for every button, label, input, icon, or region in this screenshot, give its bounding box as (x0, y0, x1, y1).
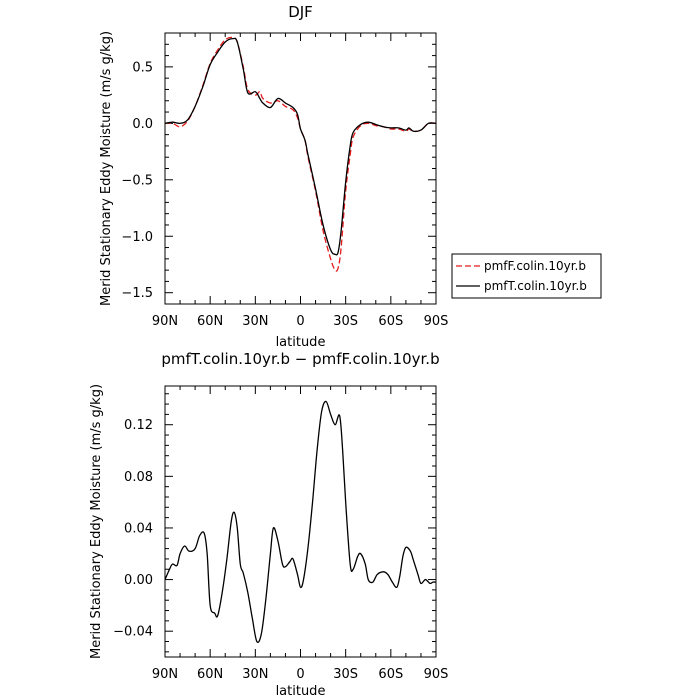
x-tick-label: 30N (242, 314, 268, 329)
x-tick-label: 90S (424, 314, 449, 329)
legend-box (451, 253, 602, 299)
y-tick-label: −1.0 (121, 230, 153, 245)
bottom-y-ticks: −0.04 0.00 0.04 0.08 0.12 (113, 393, 436, 653)
top-chart-title: DJF (288, 3, 313, 21)
series-line-difference (164, 400, 437, 644)
legend-label-pmfF: pmfF.colin.10yr.b (484, 259, 586, 273)
y-tick-label: 0.04 (124, 521, 153, 536)
series-line-pmfT (164, 37, 437, 256)
y-tick-label: 0.08 (124, 470, 153, 485)
top-x-ticks: 90N 60N 30N 0 30S 60S 90S (152, 33, 449, 329)
top-series (164, 36, 437, 272)
y-tick-label: 0.0 (132, 117, 153, 132)
legend-label-pmfT: pmfT.colin.10yr.b (484, 279, 587, 293)
y-tick-label: 0.5 (132, 60, 153, 75)
x-tick-label: 90S (424, 667, 449, 682)
y-tick-label: −0.5 (121, 173, 153, 188)
bottom-chart-title: pmfT.colin.10yr.b − pmfF.colin.10yr.b (161, 350, 439, 368)
bottom-series (164, 400, 437, 644)
y-tick-label: 0.00 (124, 573, 153, 588)
y-tick-label: −0.04 (113, 625, 153, 640)
top-y-axis-label: Merid Stationary Eddy Moisture (m/s g/kg… (99, 31, 114, 306)
x-tick-label: 90N (152, 314, 178, 329)
top-plot-frame (164, 32, 437, 305)
x-tick-label: 60S (378, 314, 403, 329)
x-tick-label: 30S (333, 667, 358, 682)
top-y-ticks: −1.5 −1.0 −0.5 0.0 0.5 (121, 32, 436, 301)
series-line-pmfF (164, 36, 437, 272)
bottom-panel: pmfT.colin.10yr.b − pmfF.colin.10yr.b la… (89, 350, 448, 699)
x-tick-label: 60N (197, 667, 223, 682)
x-tick-label: 0 (296, 667, 304, 682)
bottom-x-ticks: 90N 60N 30N 0 30S 60S 90S (152, 386, 449, 682)
x-tick-label: 0 (296, 314, 304, 329)
top-x-axis-label: latitude (276, 335, 326, 350)
bottom-plot-frame (164, 385, 437, 658)
top-panel: DJF latitude Merid Stationary Eddy Moist… (99, 3, 448, 350)
x-tick-label: 60S (378, 667, 403, 682)
bottom-y-axis-label: Merid Stationary Eddy Moisture (m/s g/kg… (89, 384, 104, 659)
bottom-x-axis-label: latitude (276, 684, 326, 699)
y-tick-label: −1.5 (121, 286, 153, 301)
x-tick-label: 90N (152, 667, 178, 682)
legend: pmfF.colin.10yr.b pmfT.colin.10yr.b (451, 253, 602, 299)
x-tick-label: 60N (197, 314, 223, 329)
x-tick-label: 30N (242, 667, 268, 682)
x-tick-label: 30S (333, 314, 358, 329)
y-tick-label: 0.12 (124, 418, 153, 433)
